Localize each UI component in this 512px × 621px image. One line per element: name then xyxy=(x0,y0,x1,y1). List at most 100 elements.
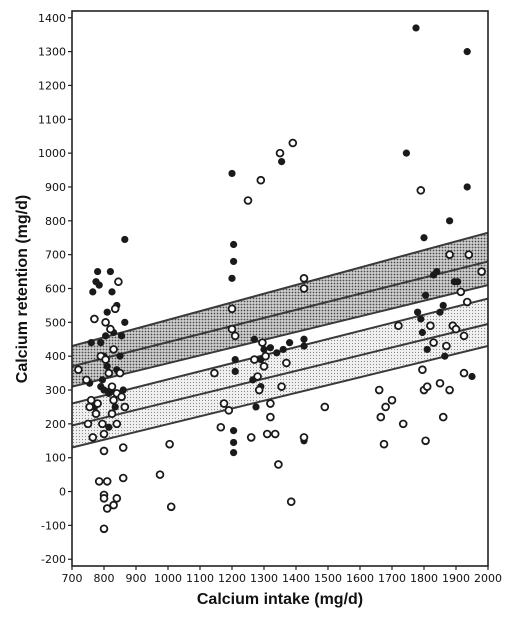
band-1-upper-line xyxy=(72,231,488,347)
filled-data-point xyxy=(228,274,236,282)
open-data-point xyxy=(299,274,309,283)
filled-data-point xyxy=(103,362,111,370)
open-data-point xyxy=(416,186,426,195)
open-data-point xyxy=(230,331,240,341)
filled-data-point xyxy=(230,257,238,266)
open-data-point xyxy=(99,494,109,503)
y-tick-label: 0 xyxy=(59,486,66,499)
open-data-point xyxy=(320,402,330,412)
open-data-point xyxy=(275,148,285,158)
x-axis-title: Calcium intake (mg/d) xyxy=(197,591,363,608)
filled-data-point xyxy=(446,217,454,225)
y-tick-label: -100 xyxy=(41,519,66,532)
filled-data-point xyxy=(98,376,106,384)
open-data-point xyxy=(243,196,253,205)
open-data-point xyxy=(442,341,451,351)
band-fill-1 xyxy=(72,232,488,387)
open-data-point xyxy=(104,368,114,378)
x-tick-label: 900 xyxy=(126,572,147,585)
x-tick-label: 1200 xyxy=(218,572,246,585)
open-data-point xyxy=(227,304,237,314)
open-data-point xyxy=(456,287,466,297)
filled-data-point xyxy=(230,449,238,457)
open-data-point xyxy=(99,429,109,439)
open-data-point xyxy=(101,355,110,364)
open-data-point xyxy=(422,382,432,391)
x-tick-label: 1100 xyxy=(186,572,214,585)
open-data-point xyxy=(462,297,472,307)
filled-data-point xyxy=(111,403,119,411)
filled-data-point xyxy=(468,372,476,381)
filled-data-point xyxy=(439,301,447,310)
open-data-point xyxy=(418,365,427,375)
open-data-point xyxy=(426,321,435,331)
y-tick-label: 1100 xyxy=(38,113,66,126)
open-data-point xyxy=(262,429,272,439)
open-data-point xyxy=(277,382,286,391)
filled-data-point xyxy=(250,335,258,343)
open-data-point xyxy=(261,351,270,361)
band-1-lower-line xyxy=(72,284,488,388)
open-data-point xyxy=(88,433,98,442)
x-tick-label: 1600 xyxy=(346,572,374,585)
open-data-point xyxy=(299,284,309,293)
open-data-point xyxy=(112,419,122,429)
open-data-point xyxy=(266,399,275,408)
x-tick-label: 1900 xyxy=(442,572,470,585)
data-points xyxy=(74,24,486,534)
filled-data-point xyxy=(266,344,274,352)
open-data-point xyxy=(101,318,110,327)
open-data-point xyxy=(83,419,93,429)
open-data-point xyxy=(120,402,130,412)
filled-data-point xyxy=(252,403,260,411)
filled-data-point xyxy=(423,345,431,354)
open-data-point xyxy=(107,409,117,419)
y-tick-label: 500 xyxy=(45,316,66,329)
filled-data-point xyxy=(121,318,129,326)
x-tick-label: 2000 xyxy=(474,572,502,585)
open-data-point xyxy=(224,406,234,415)
y-tick-label: 1300 xyxy=(38,46,66,59)
open-data-point xyxy=(90,314,99,324)
open-data-point xyxy=(438,412,448,422)
y-tick-label: 1200 xyxy=(38,79,66,92)
open-data-point xyxy=(464,250,474,259)
open-data-point xyxy=(117,392,126,402)
x-axis: 700 800 900 1000 1100 1200 1300 1400 1500 1600 170… xyxy=(62,566,502,585)
open-data-point xyxy=(379,439,389,449)
filled-data-point xyxy=(116,352,124,360)
open-data-point xyxy=(288,138,298,148)
filled-data-point xyxy=(105,423,113,431)
open-data-point xyxy=(376,412,386,422)
open-data-point xyxy=(429,338,438,347)
filled-data-point xyxy=(118,332,126,340)
y-tick-label: -200 xyxy=(41,553,66,566)
filled-data-point xyxy=(119,386,127,394)
open-data-point xyxy=(445,385,454,395)
open-data-point xyxy=(394,321,403,331)
filled-data-point xyxy=(436,308,444,316)
open-data-point xyxy=(219,399,229,408)
open-data-point xyxy=(216,422,226,432)
open-data-point xyxy=(118,443,128,452)
filled-data-point xyxy=(412,24,420,32)
filled-data-point xyxy=(87,339,95,347)
filled-data-point xyxy=(300,335,308,343)
band-2-lower-line xyxy=(72,345,488,449)
filled-data-point xyxy=(230,240,238,249)
filled-data-point xyxy=(97,339,105,347)
open-data-point xyxy=(94,477,104,486)
x-tick-label: 1500 xyxy=(314,572,342,585)
open-data-point xyxy=(227,324,237,334)
open-data-point xyxy=(107,382,117,391)
filled-data-point xyxy=(89,288,97,296)
filled-data-point xyxy=(94,267,102,276)
open-data-point xyxy=(82,375,91,385)
band-fill-2 xyxy=(72,298,488,448)
filled-data-point xyxy=(441,352,449,360)
y-tick-label: 600 xyxy=(45,283,66,296)
filled-data-point xyxy=(279,345,287,354)
open-data-point xyxy=(282,358,291,368)
open-data-point xyxy=(421,436,430,446)
